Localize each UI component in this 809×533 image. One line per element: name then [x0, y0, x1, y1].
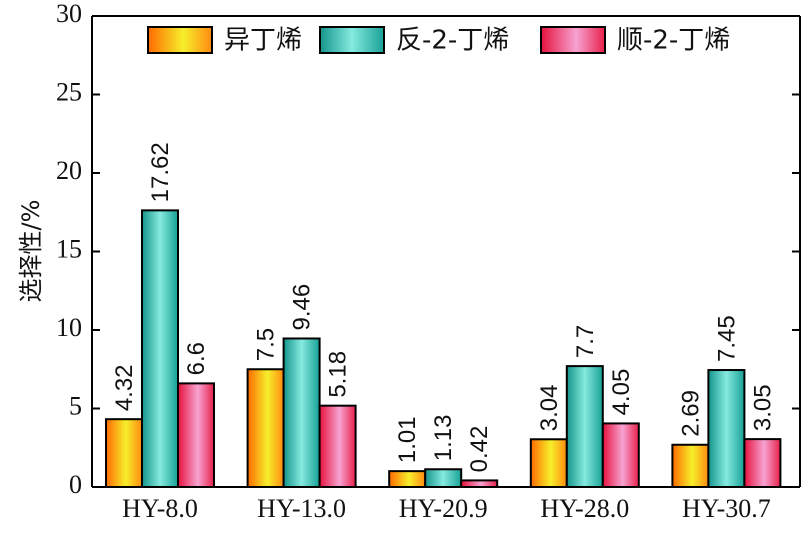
bar [601, 422, 640, 489]
data-label: 5.18 [325, 351, 352, 398]
y-tick-label: 20 [56, 156, 82, 185]
data-label: 7.7 [572, 325, 599, 358]
bars [105, 209, 782, 489]
x-tick-label: HY-20.9 [399, 494, 488, 523]
data-label: 7.45 [713, 315, 740, 362]
data-label: 7.5 [253, 328, 280, 361]
y-ticks: 0 5 10 15 20 25 30 [56, 0, 800, 499]
x-ticks: HY-8.0 HY-13.0 HY-20.9 HY-28.0 HY-30.7 [122, 480, 771, 523]
bar [177, 382, 215, 489]
x-tick-label: HY-28.0 [540, 494, 629, 523]
x-tick-label: HY-30.7 [682, 494, 771, 523]
data-label: 3.05 [749, 384, 776, 431]
bar [105, 418, 143, 488]
bar [282, 337, 321, 488]
legend: 异丁烯 反-2-丁烯 顺-2-丁烯 [147, 26, 730, 56]
bar [424, 468, 463, 489]
y-tick-label: 10 [56, 313, 82, 342]
data-label: 6.6 [183, 342, 210, 375]
x-tick-label: HY-8.0 [122, 494, 198, 523]
bar [318, 404, 357, 489]
legend-label: 顺-2-丁烯 [617, 26, 730, 56]
data-label: 0.42 [466, 426, 493, 473]
y-tick-label: 15 [56, 234, 82, 263]
data-label: 17.62 [147, 142, 174, 202]
data-label: 3.04 [536, 385, 563, 432]
data-label: 4.32 [111, 364, 138, 411]
bar [460, 479, 499, 489]
data-label: 1.13 [430, 415, 457, 462]
bar [529, 438, 568, 489]
bar [743, 438, 782, 488]
y-tick-label: 25 [56, 77, 82, 106]
data-label: 4.05 [608, 369, 635, 416]
data-label: 1.01 [394, 416, 421, 463]
legend-swatch [540, 26, 606, 54]
bar [141, 209, 179, 488]
bar [388, 470, 427, 489]
legend-swatch [147, 26, 213, 54]
bar [246, 368, 285, 488]
data-label: 9.46 [289, 284, 316, 331]
x-tick-label: HY-13.0 [257, 494, 346, 523]
legend-swatch [319, 26, 385, 54]
legend-label: 反-2-丁烯 [396, 26, 509, 56]
y-tick-label: 0 [69, 470, 82, 499]
bar [565, 365, 604, 488]
data-label: 2.69 [677, 390, 704, 437]
y-axis-label: 选择性/% [17, 200, 45, 303]
y-tick-label: 5 [69, 391, 82, 420]
bar [671, 443, 710, 488]
data-labels: 4.32 17.62 6.6 7.5 9.46 5.18 1.01 1.13 0.42 3.04 7… [111, 142, 776, 472]
bar [707, 369, 746, 488]
y-tick-label: 30 [56, 0, 82, 28]
legend-label: 异丁烯 [224, 26, 302, 56]
